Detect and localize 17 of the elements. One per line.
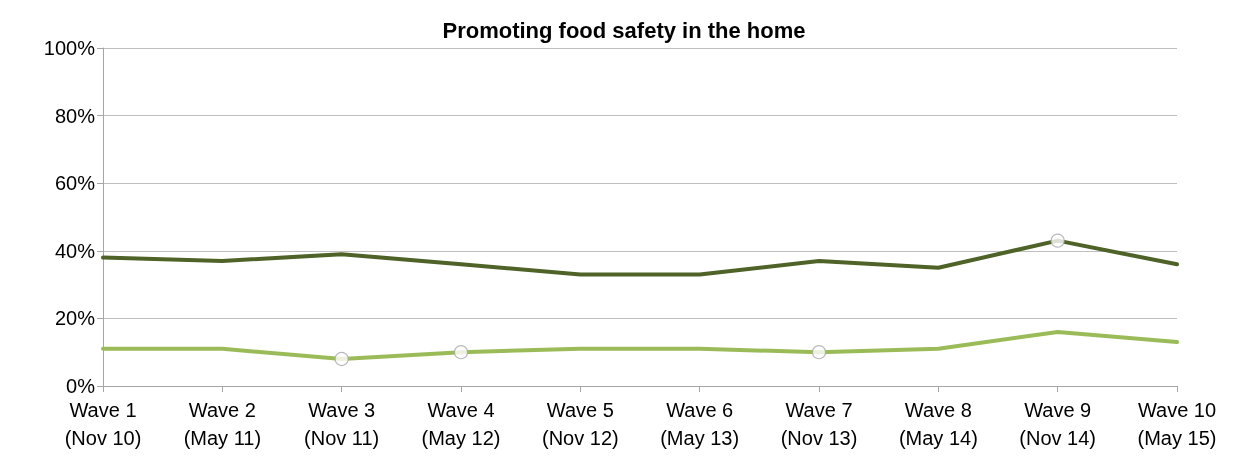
x-tick-label: Wave 5 (Nov 12): [541, 399, 619, 449]
y-tick-label: 20%: [54, 307, 96, 330]
y-tick-label: 60%: [54, 172, 96, 195]
y-tick-label: 40%: [54, 239, 96, 262]
x-tick-label: Wave 2 (May 11): [183, 399, 262, 449]
x-tick-label: Wave 8 (May 14): [898, 399, 978, 449]
x-tick-label: Wave 3 (Nov 11): [304, 399, 380, 449]
chart-title: Promoting food safety in the home: [442, 17, 806, 43]
y-tick-label: 80%: [54, 104, 96, 127]
x-tick-label: Wave 6 (May 13): [660, 399, 740, 449]
x-tick-label: Wave 10 (May 15): [1137, 399, 1217, 449]
x-tick-label: Wave 1 (Nov 10): [64, 399, 142, 449]
y-tick-label: 100%: [43, 37, 96, 59]
x-tick-label: Wave 7 (Nov 13): [780, 399, 858, 449]
x-tick-label: Wave 4 (May 12): [421, 399, 501, 449]
x-tick-label: Wave 9 (Nov 14): [1019, 399, 1097, 449]
y-tick-label: 0%: [66, 375, 96, 397]
